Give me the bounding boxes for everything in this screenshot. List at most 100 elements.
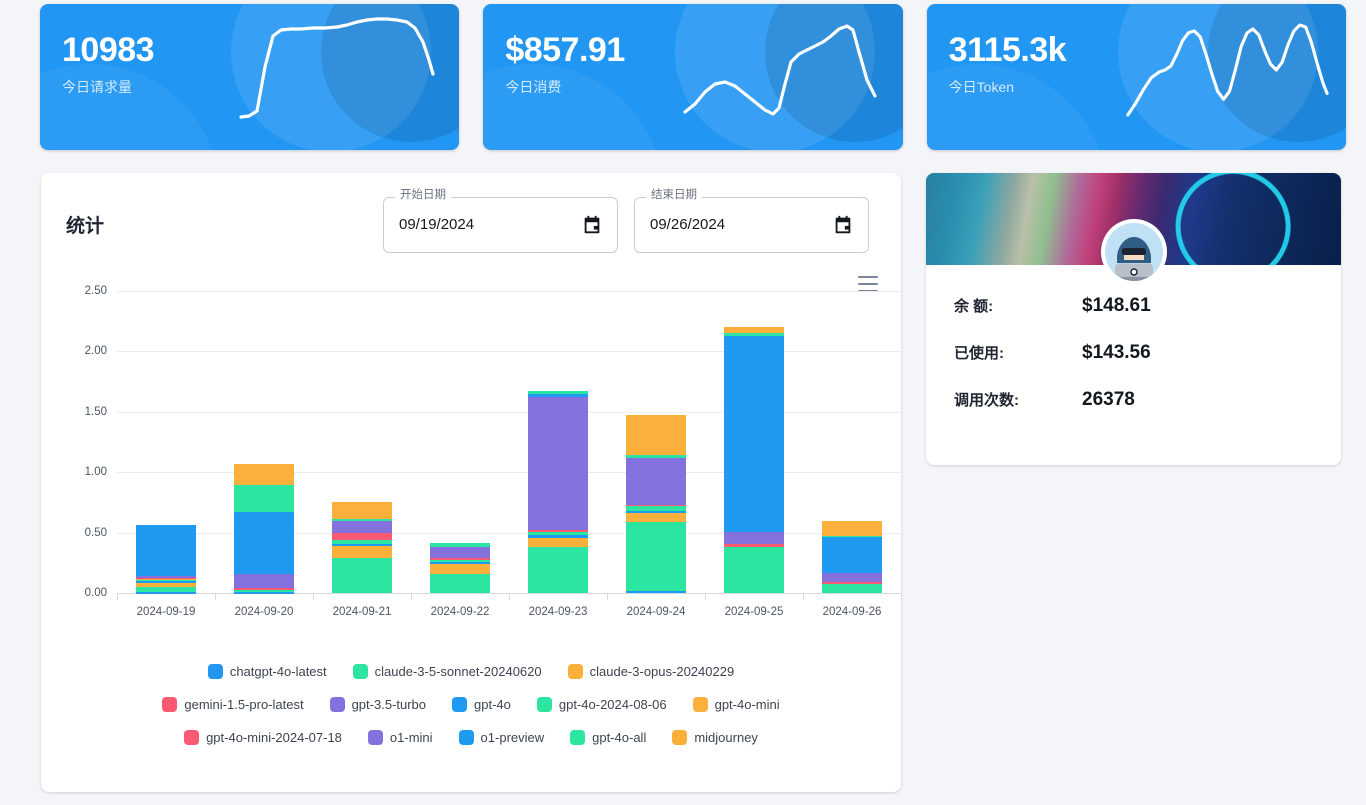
bar-segment[interactable]	[528, 396, 588, 530]
avatar[interactable]	[1100, 219, 1167, 285]
bar-segment[interactable]	[136, 582, 196, 587]
bar-segment[interactable]	[234, 512, 294, 575]
bar-2024-09-22[interactable]	[430, 291, 490, 593]
bar-segment[interactable]	[822, 521, 882, 536]
bar-segment[interactable]	[528, 532, 588, 536]
date-range-fields: 开始日期 09/19/2024 结束日期 09/26/2024	[383, 189, 869, 253]
legend-label: claude-3-opus-20240229	[589, 664, 735, 679]
bar-segment[interactable]	[136, 580, 196, 583]
bar-segment[interactable]	[234, 589, 294, 593]
legend-item-claude-3-5-sonnet-20240620[interactable]: claude-3-5-sonnet-20240620	[352, 664, 542, 679]
bar-segment[interactable]	[332, 520, 392, 533]
bar-segment[interactable]	[528, 547, 588, 593]
bar-segment[interactable]	[626, 513, 686, 523]
bar-segment[interactable]	[528, 538, 588, 548]
bar-2024-09-19[interactable]	[136, 291, 196, 594]
bar-segment[interactable]	[626, 414, 686, 456]
bar-2024-09-20[interactable]	[234, 291, 294, 594]
bar-segment[interactable]	[430, 564, 490, 575]
bar-segment[interactable]	[528, 529, 588, 533]
legend-item-gpt-4o[interactable]: gpt-4o	[452, 697, 511, 712]
stacked-bar-chart[interactable]: 0.00 0.50 1.00 1.50 2.00 2.50 2024-09-19 2024-0…	[41, 283, 902, 713]
bar-segment[interactable]	[822, 535, 882, 538]
legend-item-gpt-4o-mini-2024-07-18[interactable]: gpt-4o-mini-2024-07-18	[184, 730, 342, 745]
bar-segment[interactable]	[234, 588, 294, 590]
legend-item-o1-mini[interactable]: o1-mini	[367, 730, 433, 745]
legend-swatch	[458, 730, 474, 745]
legend-item-midjourney[interactable]: midjourney	[672, 730, 758, 745]
bar-segment[interactable]	[430, 559, 490, 562]
bar-segment[interactable]	[626, 522, 686, 591]
bar-2024-09-25[interactable]	[724, 291, 784, 593]
bar-segment[interactable]	[626, 455, 686, 458]
bar-segment[interactable]	[332, 532, 392, 540]
bar-segment[interactable]	[332, 544, 392, 547]
bar-segment[interactable]	[136, 524, 196, 577]
bar-segment[interactable]	[724, 531, 784, 544]
x-axis-tick-label: 2024-09-26	[822, 606, 882, 618]
bar-segment[interactable]	[724, 543, 784, 548]
bar-segment[interactable]	[724, 547, 784, 593]
bar-2024-09-23[interactable]	[528, 291, 588, 593]
bar-segment[interactable]	[234, 463, 294, 485]
bar-segment[interactable]	[626, 510, 686, 514]
bar-segment[interactable]	[626, 504, 686, 507]
legend-item-o1-preview[interactable]: o1-preview	[458, 730, 544, 745]
account-row-label: 余 额:	[954, 298, 994, 315]
bar-segment[interactable]	[332, 546, 392, 558]
legend-item-gpt-4o-mini[interactable]: gpt-4o-mini	[692, 697, 780, 712]
bar-segment[interactable]	[724, 332, 784, 336]
bar-segment[interactable]	[724, 335, 784, 532]
bar-segment[interactable]	[528, 390, 588, 394]
bar-segment[interactable]	[332, 539, 392, 545]
end-date-field[interactable]: 结束日期 09/26/2024	[634, 189, 869, 253]
legend-swatch	[692, 697, 708, 712]
bar-segment[interactable]	[234, 484, 294, 513]
bar-2024-09-24[interactable]	[626, 291, 686, 593]
legend-item-gpt-4o-all[interactable]: gpt-4o-all	[570, 730, 646, 745]
legend-item-claude-3-opus-20240229[interactable]: claude-3-opus-20240229	[567, 664, 735, 679]
account-row: 调用次数: 26378	[926, 389, 1341, 436]
bar-segment[interactable]	[430, 543, 490, 547]
bar-segment[interactable]	[136, 579, 196, 581]
bar-segment[interactable]	[136, 577, 196, 580]
legend-label: gpt-4o-mini-2024-07-18	[206, 730, 342, 745]
legend-label: claude-3-5-sonnet-20240620	[374, 664, 542, 679]
bar-segment[interactable]	[626, 457, 686, 505]
bar-segment[interactable]	[430, 574, 490, 593]
bar-segment[interactable]	[234, 592, 294, 594]
bar-segment[interactable]	[724, 327, 784, 333]
bar-segment[interactable]	[430, 561, 490, 564]
legend-item-chatgpt-4o-latest[interactable]: chatgpt-4o-latest	[207, 664, 327, 679]
bar-segment[interactable]	[822, 537, 882, 574]
bar-segment[interactable]	[822, 583, 882, 593]
bar-2024-09-21[interactable]	[332, 291, 392, 593]
bar-segment[interactable]	[332, 502, 392, 519]
bar-segment[interactable]	[528, 535, 588, 539]
bar-segment[interactable]	[822, 573, 882, 583]
bar-segment[interactable]	[528, 393, 588, 397]
bar-segment[interactable]	[136, 576, 196, 578]
gridline	[117, 532, 901, 534]
bar-segment[interactable]	[332, 557, 392, 593]
calendar-icon[interactable]	[832, 214, 854, 236]
bar-segment[interactable]	[234, 574, 294, 589]
calendar-icon[interactable]	[581, 214, 603, 236]
y-axis-tick-label: 2.00	[84, 345, 107, 358]
legend-item-gemini-1.5-pro-latest[interactable]: gemini-1.5-pro-latest	[162, 697, 304, 712]
sparkline-path	[683, 24, 877, 116]
legend-item-gpt-4o-2024-08-06[interactable]: gpt-4o-2024-08-06	[536, 697, 667, 712]
bar-segment[interactable]	[430, 546, 490, 559]
start-date-field[interactable]: 开始日期 09/19/2024	[383, 189, 618, 253]
bar-segment[interactable]	[822, 582, 882, 584]
legend-item-gpt-3.5-turbo[interactable]: gpt-3.5-turbo	[329, 697, 426, 712]
legend-swatch	[352, 664, 368, 679]
bar-segment[interactable]	[136, 586, 196, 593]
bar-segment[interactable]	[136, 592, 196, 594]
bar-segment[interactable]	[136, 578, 196, 580]
bar-segment[interactable]	[626, 506, 686, 511]
bar-segment[interactable]	[332, 518, 392, 521]
bar-2024-09-26[interactable]	[822, 291, 882, 593]
bar-segment[interactable]	[430, 558, 490, 560]
bar-segment[interactable]	[626, 590, 686, 593]
